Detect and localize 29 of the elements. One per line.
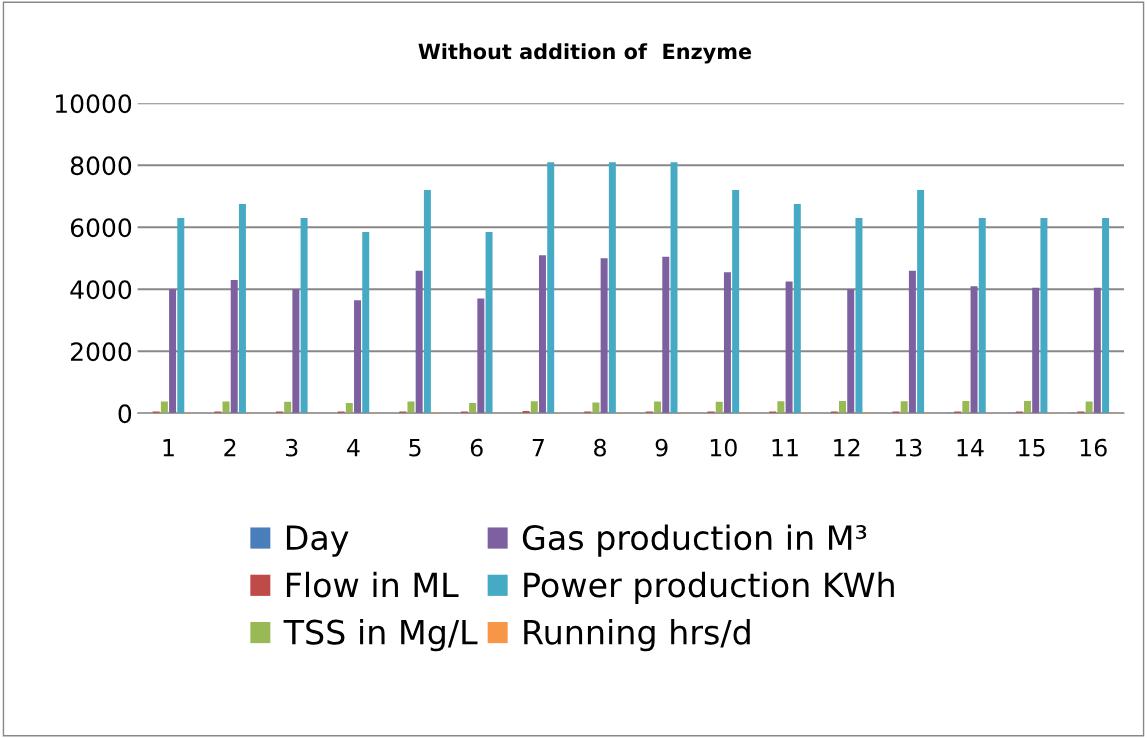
y-tick-label: 10000 [55, 94, 132, 114]
x-tick-label: 9 [655, 438, 668, 457]
y-tick-label: 6000 [70, 218, 132, 238]
x-tick-label: 5 [409, 439, 421, 457]
legend-label: Flow in ML [286, 571, 459, 598]
x-tick-label: 1 [163, 439, 174, 457]
x-tick-label: 4 [347, 439, 360, 457]
legend-label: Gas production in M³ [522, 524, 867, 557]
x-tick-label: 3 [286, 438, 298, 457]
x-tick-label: 7 [532, 439, 544, 457]
legend-label: TSS in Mg/L [283, 618, 478, 652]
chart-title: Without addition of Enzyme [418, 43, 752, 64]
legend-label: Running hrs/d [524, 618, 750, 652]
x-tick-label: 8 [594, 438, 606, 457]
x-tick-label: 11 [772, 439, 798, 457]
x-tick-label: 2 [224, 438, 236, 457]
x-tick-label: 12 [834, 438, 860, 457]
legend-label: Day [286, 525, 349, 557]
x-tick-label: 6 [470, 438, 483, 457]
legend-label: Power production KWh [524, 571, 894, 604]
y-tick-label: 8000 [70, 156, 132, 176]
y-tick-label: 4000 [70, 280, 132, 300]
x-tick-label: 13 [895, 438, 922, 457]
x-tick-label: 10 [710, 438, 737, 457]
y-tick-label: 2000 [70, 342, 132, 362]
x-tick-label: 15 [1019, 439, 1045, 457]
x-tick-label: 16 [1080, 438, 1107, 457]
y-tick-label: 0 [118, 404, 132, 424]
x-tick-label: 14 [957, 439, 984, 457]
